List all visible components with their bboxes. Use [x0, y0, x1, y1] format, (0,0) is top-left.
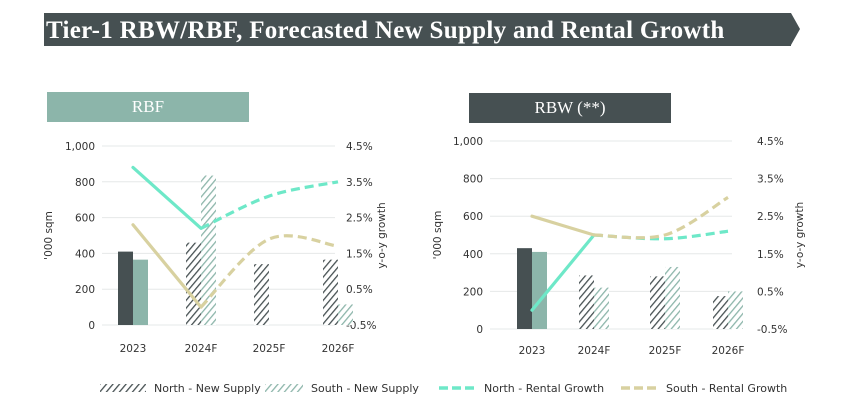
y2-tick-label: 1.5% — [757, 249, 784, 261]
title-banner-arrow — [791, 13, 800, 45]
legend-label: North - New Supply — [154, 381, 261, 395]
y-tick-label: 1,000 — [65, 141, 95, 153]
south-rental-growth-forecast-line — [199, 234, 339, 309]
y2-tick-label: 0.5% — [346, 284, 373, 296]
x-tick-label: 2024F — [578, 345, 611, 357]
north-supply-bar — [517, 248, 532, 329]
y-tick-label: 600 — [463, 211, 483, 223]
x-tick-label: 2026F — [322, 343, 355, 355]
y2-tick-label: 3.5% — [346, 177, 373, 189]
south-supply-bar — [665, 266, 680, 329]
legend-label: North - Rental Growth — [484, 381, 605, 395]
y-tick-label: 800 — [463, 174, 483, 186]
rbf-chart-title: RBF — [47, 92, 249, 122]
y-tick-label: 0 — [88, 320, 95, 332]
north-rental-growth-actual-line — [131, 165, 203, 230]
y2-tick-label: 4.5% — [346, 141, 373, 153]
dash-teal-swatch-icon — [439, 386, 476, 390]
y2-tick-label: -0.5% — [757, 324, 787, 336]
x-tick-label: 2023 — [120, 343, 147, 355]
south-rental-growth-forecast-line — [593, 196, 729, 240]
south-supply-bar — [532, 251, 547, 329]
north-supply-bar — [186, 242, 201, 325]
north-supply-bar — [579, 275, 594, 329]
south-supply-bar — [338, 304, 353, 325]
y2-axis-label: y-o-y growth — [794, 202, 806, 268]
x-tick-label: 2024F — [185, 343, 218, 355]
south-supply-bar — [728, 291, 743, 329]
legend-north-supply: North - New Supply — [100, 378, 261, 398]
legend-label: South - New Supply — [311, 381, 419, 395]
north-supply-bar — [254, 264, 269, 325]
dash-beige-swatch-icon — [621, 386, 658, 390]
north-supply-bar — [650, 276, 665, 329]
x-tick-label: 2025F — [253, 343, 286, 355]
rbf-chart: 0 200 400 600 800 1,000 -0.5% 0.5% 1.5% 2.5% 3.5% 4… — [43, 141, 388, 355]
legend-north-growth: North - Rental Growth — [438, 378, 604, 398]
y2-tick-label: 4.5% — [757, 136, 784, 148]
legend-south-supply: South - New Supply — [265, 378, 419, 398]
south-supply-bar — [201, 175, 216, 325]
x-tick-label: 2025F — [649, 345, 682, 357]
legend-south-growth: South - Rental Growth — [620, 378, 787, 398]
y2-tick-label: 0.5% — [757, 286, 784, 298]
y-axis-label: '000 sqm — [432, 211, 444, 260]
y2-tick-label: 1.5% — [346, 248, 373, 260]
y2-tick-label: 2.5% — [346, 213, 373, 225]
hatch-dark-swatch-icon — [100, 384, 146, 392]
north-rental-growth-actual-line — [530, 233, 596, 312]
south-supply-bar — [133, 259, 148, 325]
page-title: Tier-1 RBW/RBF, Forecasted New Supply an… — [46, 17, 725, 44]
legend-label: South - Rental Growth — [666, 381, 788, 395]
rbw-chart-title: RBW (**) — [469, 93, 671, 123]
title-banner — [44, 13, 791, 46]
rbw-chart: 0 200 400 600 800 1,000 -0.5% 0.5% 1.5% 2.5% 3.5% 4… — [432, 136, 806, 357]
y-tick-label: 1,000 — [453, 136, 483, 148]
y2-tick-label: 2.5% — [757, 211, 784, 223]
north-supply-bar — [323, 259, 338, 325]
x-tick-label: 2023 — [519, 345, 546, 357]
south-rental-growth-actual-line — [131, 223, 203, 309]
south-supply-bar — [594, 287, 609, 329]
north-rental-growth-forecast-line — [200, 180, 339, 230]
x-tick-label: 2026F — [712, 345, 745, 357]
hatch-light-swatch-icon — [265, 384, 303, 392]
y-tick-label: 800 — [75, 177, 95, 189]
y2-axis-label: y-o-y growth — [376, 202, 388, 268]
y-axis-label: '000 sqm — [43, 211, 55, 260]
y2-tick-label: 3.5% — [757, 174, 784, 186]
north-supply-bar — [713, 296, 728, 329]
north-supply-bar — [118, 251, 133, 325]
y-tick-label: 600 — [75, 213, 95, 225]
y-tick-label: 200 — [463, 286, 483, 298]
south-rental-growth-actual-line — [530, 214, 596, 237]
y-tick-label: 0 — [476, 324, 483, 336]
y-tick-label: 400 — [463, 249, 483, 261]
y2-tick-label: -0.5% — [346, 320, 376, 332]
y-tick-label: 200 — [75, 284, 95, 296]
y-tick-label: 400 — [75, 248, 95, 260]
